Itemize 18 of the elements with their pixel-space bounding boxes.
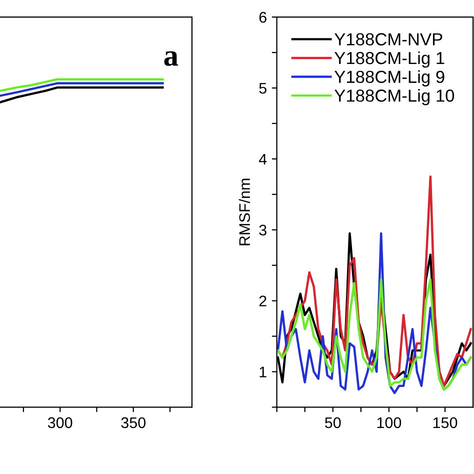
y-tick-label: 3 (259, 224, 266, 236)
x-tick-label: 300 (48, 417, 72, 428)
y-tick-label: 1 (260, 366, 266, 378)
y-axis-title: RMSF/nm (238, 178, 250, 246)
y-tick-label: 4 (258, 154, 267, 164)
y-tick-label: 2 (259, 296, 266, 306)
legend-label: Y188CM-NVP (334, 33, 442, 46)
line-series (276, 278, 472, 391)
text: a (164, 51, 178, 66)
x-tick-label: 150 (433, 417, 458, 428)
x-tick-label: 350 (121, 417, 146, 428)
y-tick-label: 6 (259, 12, 266, 23)
x-tick-label: 50 (325, 417, 341, 428)
legend-label: Y188CM-Lig 9 (334, 70, 444, 86)
legend-label: Y188CM-Lig 1 (334, 51, 444, 68)
legend-label: Y188CM-Lig 10 (334, 89, 454, 106)
y-tick-label: 5 (259, 83, 266, 94)
x-tick-label: 100 (377, 417, 402, 428)
